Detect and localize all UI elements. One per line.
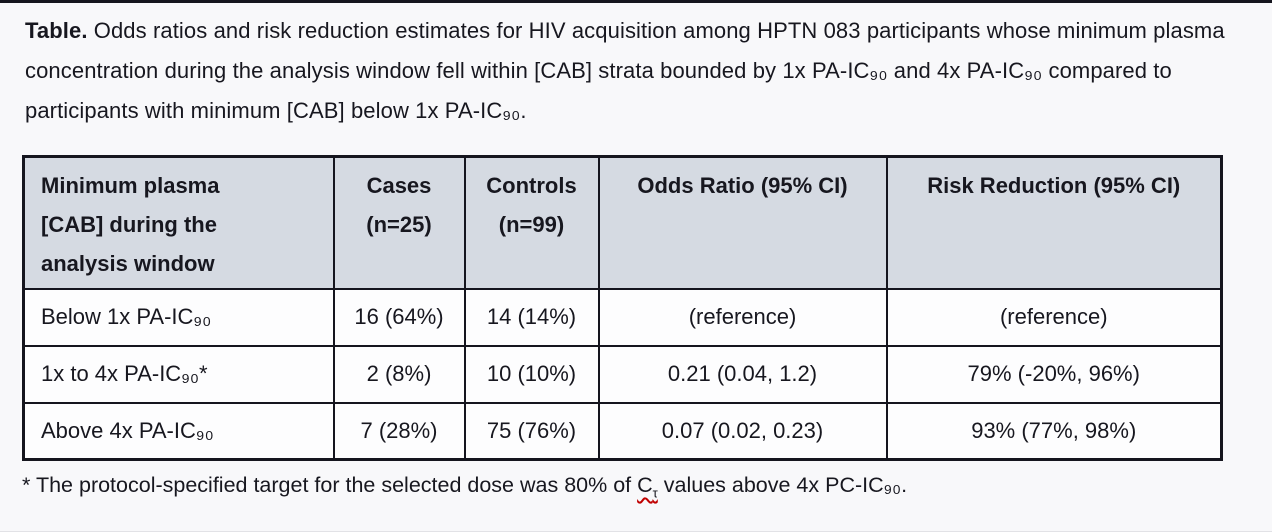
table-cell: 93% (77%, 98%)	[885, 401, 1223, 461]
table-row-1x-to-4x: 1x to 4x PA-IC₉₀* 2 (8%) 10 (10%) 0.21 (…	[22, 344, 1223, 404]
col-header-minimum-plasma-cab: Minimum plasma [CAB] during the analysis…	[22, 155, 335, 290]
table-cell: 10 (10%)	[463, 344, 600, 404]
header-row: Minimum plasma [CAB] during the analysis…	[22, 155, 1223, 290]
col-header-odds-ratio: Odds Ratio (95% CI)	[597, 155, 888, 290]
col-header-risk-reduction: Risk Reduction (95% CI)	[885, 155, 1223, 290]
col-header-cases: Cases (n=25)	[332, 155, 466, 290]
table-cell: 75 (76%)	[463, 401, 600, 461]
footnote-text-1: The protocol-specified target for the se…	[30, 473, 638, 497]
table-row-above-4x: Above 4x PA-IC₉₀ 7 (28%) 75 (76%) 0.07 (…	[22, 401, 1223, 461]
table-cell: 79% (-20%, 96%)	[885, 344, 1223, 404]
table-row-below-1x: Below 1x PA-IC₉₀ 16 (64%) 14 (14%) (refe…	[22, 287, 1223, 347]
c-tau-symbol: Cτ	[637, 473, 658, 501]
c-subscript: τ	[652, 485, 658, 501]
table-cell: 0.21 (0.04, 1.2)	[597, 344, 888, 404]
table-cell: 0.07 (0.02, 0.23)	[597, 401, 888, 461]
table-cell: 1x to 4x PA-IC₉₀*	[22, 344, 335, 404]
table-caption: Table. Odds ratios and risk reduction es…	[25, 11, 1249, 131]
slide-top-border	[0, 0, 1272, 3]
results-table: Minimum plasma [CAB] during the analysis…	[22, 155, 1223, 461]
caption-text: Odds ratios and risk reduction estimates…	[25, 18, 1225, 123]
table-cell: Below 1x PA-IC₉₀	[22, 287, 335, 347]
table-cell: (reference)	[885, 287, 1223, 347]
table-cell: 2 (8%)	[332, 344, 466, 404]
col-header-controls: Controls (n=99)	[463, 155, 600, 290]
table-cell: Above 4x PA-IC₉₀	[22, 401, 335, 461]
table-cell: 14 (14%)	[463, 287, 600, 347]
c-symbol: C	[637, 473, 653, 497]
footnote-text-2: values above 4x PC-IC₉₀.	[657, 473, 908, 497]
footnote: * The protocol-specified target for the …	[22, 468, 1252, 502]
footnote-marker: *	[22, 473, 31, 497]
table-cell: (reference)	[597, 287, 888, 347]
table-cell: 16 (64%)	[332, 287, 466, 347]
table-cell: 7 (28%)	[332, 401, 466, 461]
caption-label: Table.	[25, 18, 88, 43]
